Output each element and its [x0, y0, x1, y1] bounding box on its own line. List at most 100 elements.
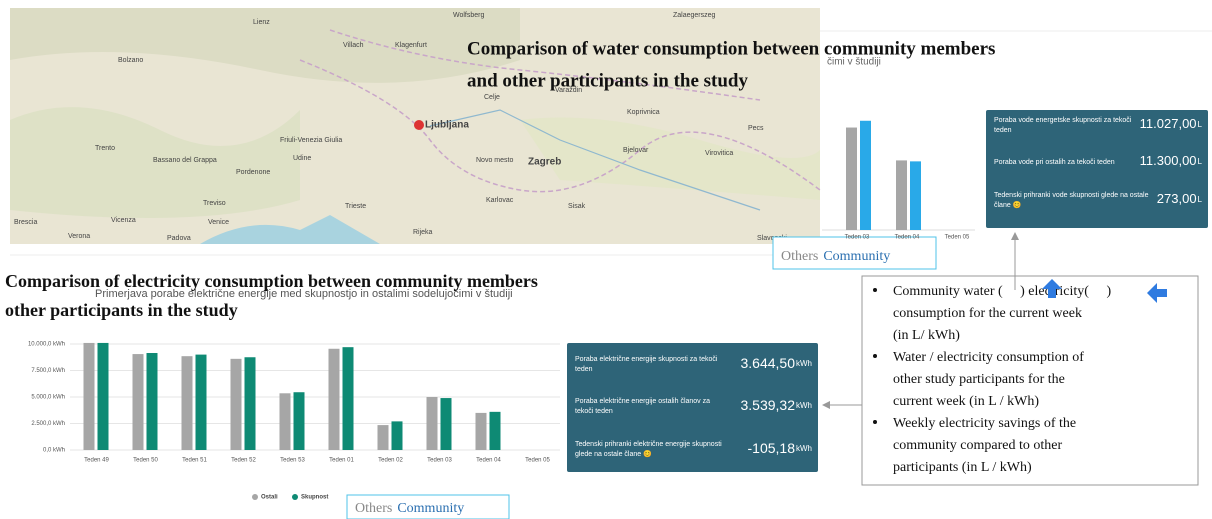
value: -105,18 — [748, 440, 796, 456]
unit: L — [1198, 120, 1203, 129]
map-pin — [414, 120, 424, 130]
electricity-panel — [567, 343, 818, 472]
x-tick-label: Teden 05 — [945, 235, 970, 241]
unit: kWh — [796, 444, 812, 453]
x-tick-label: Teden 52 — [231, 458, 256, 464]
x-tick-label: Teden 04 — [895, 235, 920, 241]
chart-title-fragment: čimi v študiji — [827, 57, 881, 68]
annotation-line: community compared to other — [893, 438, 1062, 453]
unit: kWh — [796, 359, 812, 368]
panel-value: -105,18kWh — [748, 440, 812, 456]
map-label: Celje — [484, 94, 500, 101]
legend-marker — [252, 494, 258, 500]
bullet — [873, 420, 877, 424]
map-label: Pordenone — [236, 169, 270, 176]
legend-entry: Others — [781, 249, 818, 264]
bar — [846, 127, 857, 230]
legend-box — [346, 494, 510, 519]
map-label: Wolfsberg — [453, 12, 484, 19]
annotation-line: current week (in L / kWh) — [893, 394, 1039, 409]
panel-label: teden — [994, 127, 1012, 134]
overlay-title: Comparison of water consumption between … — [467, 38, 995, 59]
map-label: Friuli-Venezia Giulia — [280, 137, 342, 144]
x-tick-label: Teden 51 — [182, 458, 207, 464]
value: 3.539,32 — [741, 397, 796, 413]
bar — [230, 358, 242, 450]
bullet — [873, 288, 877, 292]
panel-label: Tedenski prihranki vode skupnosti glede … — [994, 192, 1149, 199]
bar — [83, 342, 95, 450]
bar — [146, 353, 158, 450]
bar — [293, 392, 305, 450]
unit: L — [1198, 195, 1203, 204]
bar — [328, 348, 340, 450]
panel-label: Tedenski prihranki električne energije s… — [575, 441, 722, 448]
bar — [440, 398, 452, 450]
chart-title: Primerjava porabe električne energije me… — [95, 288, 513, 300]
panel-label: člane 😊 — [994, 200, 1022, 209]
bar — [97, 342, 109, 450]
map-terrain — [10, 107, 300, 218]
annotation-line: other study participants for the — [893, 372, 1065, 387]
map-label: Udine — [293, 155, 311, 162]
map-border — [299, 59, 821, 193]
panel-value: 11.027,00L — [1140, 116, 1203, 131]
panel-label: Poraba električne energije ostalih člano… — [575, 398, 710, 405]
bar — [132, 354, 144, 450]
map-label: Bolzano — [118, 57, 143, 64]
panel-value: 273,00L — [1157, 191, 1203, 206]
map-label: Rijeka — [413, 229, 433, 236]
legend-box — [772, 236, 937, 270]
y-tick-label: 2.500,0 kWh — [31, 421, 65, 427]
bar — [489, 411, 501, 450]
map-label: Varaždin — [555, 87, 582, 94]
x-tick-label: Teden 04 — [476, 458, 501, 464]
bar — [377, 425, 389, 450]
legend-entry: Others — [355, 501, 392, 516]
legend: Others Community — [355, 501, 464, 516]
x-tick-label: Teden 03 — [427, 458, 452, 464]
overlay-title: and other participants in the study — [467, 70, 749, 91]
panel-label: tekoči teden — [575, 408, 613, 415]
bar — [391, 421, 403, 450]
bar — [279, 393, 291, 450]
value: 11.300,00 — [1140, 153, 1197, 168]
overlay-title: Comparison of electricity consumption be… — [5, 271, 538, 291]
map-label: Klagenfurt — [395, 42, 427, 49]
bar — [195, 354, 207, 450]
map-label: Koprivnica — [627, 109, 660, 116]
panel-value: 3.539,32kWh — [741, 397, 813, 413]
map-sea — [200, 215, 380, 244]
map-label: Zagreb — [528, 157, 561, 168]
bar — [896, 160, 907, 230]
bar — [475, 412, 487, 450]
chart-legend: Ostali Skupnost — [252, 494, 328, 501]
x-tick-label: Teden 02 — [378, 458, 403, 464]
map-label: Zalaegerszeg — [673, 12, 716, 19]
map: Wolfsberg Zalaegerszeg Lienz Villach Klagenf… — [10, 8, 821, 244]
map-label: Trieste — [345, 203, 366, 210]
annotation-line: consumption for the current week — [893, 306, 1082, 321]
bar — [244, 357, 256, 450]
map-label: Brescia — [14, 219, 37, 226]
map-label: Verona — [68, 233, 90, 240]
map-label: Treviso — [203, 200, 226, 207]
annotation-box — [861, 275, 1199, 486]
bar — [860, 120, 871, 230]
x-tick-label: Teden 49 — [84, 458, 109, 464]
panel-value: 3.644,50kWh — [741, 355, 813, 371]
legend-label: Ostali — [261, 495, 278, 501]
map-label: Novo mesto — [476, 157, 513, 164]
panel-label: Poraba vode pri ostalih za tekoči teden — [994, 159, 1115, 166]
panel-label: teden — [575, 366, 593, 373]
annotation-line: Water / electricity consumption of — [893, 350, 1084, 365]
map-label: Ljubljana — [425, 120, 469, 131]
x-tick-label: Teden 03 — [845, 235, 870, 241]
arrow-icon — [1147, 283, 1167, 303]
y-tick-label: 10.000,0 kWh — [28, 342, 65, 348]
panel-label: Poraba električne energije skupnosti za … — [575, 356, 718, 363]
x-tick-label: Teden 53 — [280, 458, 305, 464]
value: 273,00 — [1157, 191, 1197, 206]
map-label: Sisak — [568, 203, 586, 210]
x-tick-label: Teden 01 — [329, 458, 354, 464]
